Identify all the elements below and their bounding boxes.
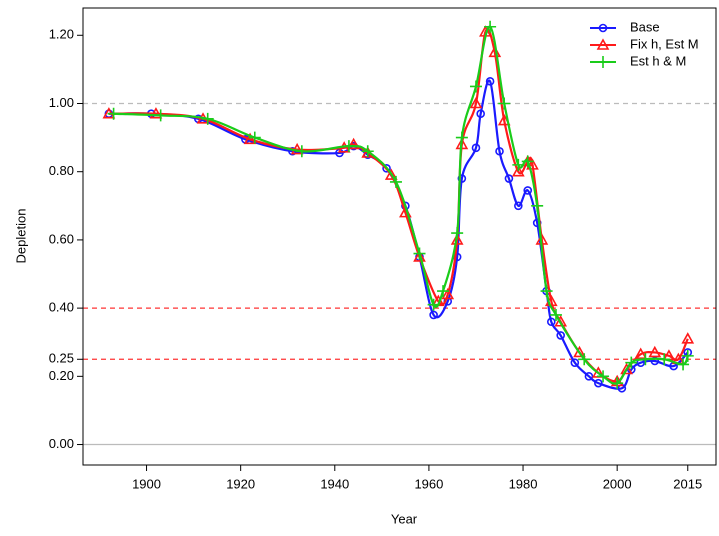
x-tick-label: 1920	[226, 476, 255, 491]
data-point	[295, 145, 308, 158]
data-point	[634, 347, 648, 359]
data-point	[658, 353, 671, 366]
data-point	[625, 356, 638, 369]
x-tick-label: 1980	[509, 476, 538, 491]
data-point	[523, 186, 533, 195]
x-tick-label: 1960	[414, 476, 443, 491]
data-point	[154, 109, 167, 122]
data-point	[455, 131, 468, 144]
data-point	[335, 148, 344, 158]
data-point	[639, 353, 652, 366]
data-point	[457, 174, 467, 183]
y-tick-label: 0.80	[49, 163, 74, 178]
data-point	[540, 285, 553, 298]
data-point	[554, 315, 568, 327]
series-line	[108, 79, 689, 390]
data-point	[584, 372, 594, 381]
data-point	[677, 358, 690, 371]
data-point	[514, 201, 523, 211]
data-point	[248, 131, 261, 144]
data-point	[573, 345, 586, 358]
legend-label: Base	[630, 19, 660, 34]
data-point	[611, 377, 624, 390]
data-point	[413, 250, 426, 262]
y-tick-label: 0.25	[49, 351, 74, 366]
data-point	[495, 146, 504, 156]
y-axis-label: Depletion	[13, 209, 28, 264]
y-tick-label: 0.00	[49, 436, 74, 451]
data-point	[427, 298, 440, 311]
series-line	[108, 28, 689, 383]
data-point	[597, 370, 610, 383]
data-point	[570, 358, 580, 367]
data-point	[450, 233, 464, 245]
y-tick-label: 0.60	[49, 231, 74, 246]
x-tick-label: 2000	[603, 476, 632, 491]
data-point	[382, 163, 391, 173]
plot-frame	[82, 7, 717, 466]
data-point	[347, 137, 360, 150]
data-point	[469, 80, 482, 93]
data-point	[681, 332, 695, 344]
data-point	[149, 107, 163, 119]
data-point	[578, 353, 591, 366]
legend-label: Fix h, Est M	[630, 36, 699, 51]
data-point	[429, 310, 438, 320]
legend-marker	[596, 38, 610, 50]
y-tick-label: 1.20	[49, 27, 74, 42]
data-point	[469, 96, 483, 109]
data-point	[243, 132, 257, 145]
legend-label: Est h & M	[630, 53, 686, 68]
legend-marker	[597, 56, 609, 68]
data-point	[485, 77, 495, 86]
data-point	[361, 145, 374, 158]
data-point	[389, 175, 402, 188]
x-tick-label: 1940	[320, 476, 349, 491]
data-point	[342, 140, 355, 153]
data-point	[549, 308, 562, 321]
data-point	[384, 168, 398, 180]
x-tick-label: 2015	[673, 476, 702, 491]
data-point	[512, 158, 525, 171]
data-point	[484, 20, 497, 33]
data-point	[650, 356, 660, 366]
data-point	[441, 287, 455, 300]
data-point	[511, 165, 525, 177]
x-tick-label: 1900	[132, 476, 161, 491]
data-point	[498, 97, 511, 110]
data-point	[594, 378, 603, 388]
data-point	[451, 227, 464, 240]
data-point	[471, 143, 481, 153]
series-line	[113, 25, 689, 385]
x-axis-label: Year	[391, 511, 418, 526]
legend-marker	[598, 23, 608, 33]
data-point	[476, 109, 485, 119]
data-point	[556, 331, 565, 340]
y-tick-label: 1.00	[49, 95, 74, 110]
data-point	[504, 174, 514, 183]
data-point	[413, 247, 426, 260]
data-point	[201, 112, 214, 125]
data-point	[107, 107, 120, 120]
data-point	[648, 345, 662, 358]
data-point	[531, 199, 544, 212]
y-tick-label: 0.40	[49, 300, 74, 315]
data-point	[546, 317, 556, 327]
y-tick-label: 0.20	[49, 368, 74, 383]
data-point	[437, 285, 450, 298]
data-point	[681, 349, 694, 362]
data-point	[521, 155, 534, 168]
data-point	[620, 362, 633, 375]
